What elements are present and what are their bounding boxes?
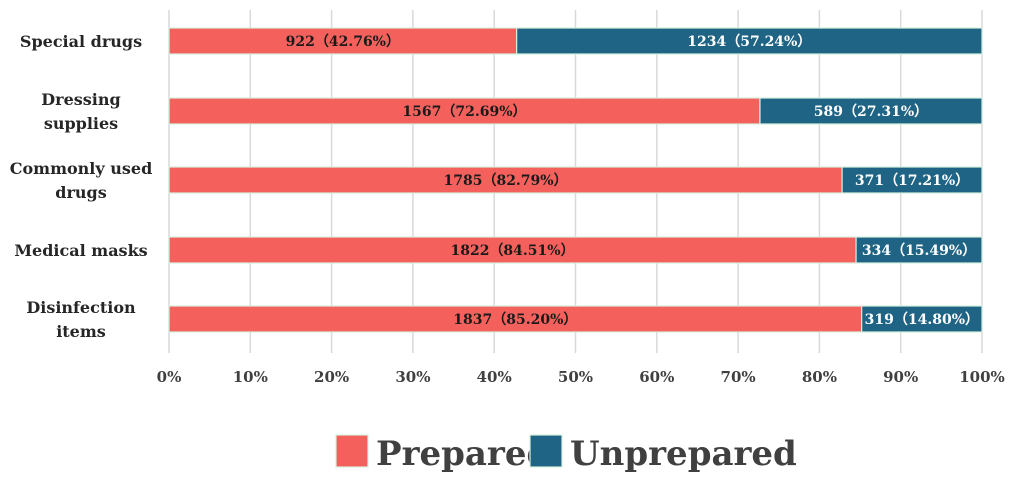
x-tick-label: 60%	[639, 368, 674, 386]
legend: Prepared Unprepared	[335, 434, 797, 474]
x-tick-label: 80%	[802, 368, 837, 386]
category-label: supplies	[44, 114, 118, 133]
bar-unprepared	[855, 236, 983, 264]
bar-labels: 922（42.76%） 1234（57.24%） 1567（72.69%） 589（2…	[286, 34, 979, 328]
category-labels: Special drugs Dressing supplies Commonly us…	[10, 32, 153, 341]
bar-prepared	[168, 236, 857, 264]
bar-data-label: 922（42.76%）	[286, 34, 400, 50]
x-tick-label: 40%	[477, 368, 512, 386]
x-tick-label: 20%	[314, 368, 349, 386]
legend-label-prepared: Prepared	[376, 434, 550, 474]
x-tick-label: 0%	[157, 368, 182, 386]
x-tick-label: 90%	[883, 368, 918, 386]
bar-data-label: 589（27.31%）	[814, 104, 928, 120]
bar-data-label: 1567（72.69%）	[402, 104, 526, 120]
x-axis-tick-labels: 0% 10% 20% 30% 40% 50% 60% 70% 80% 90% 100%	[157, 368, 1005, 386]
bar-data-label: 319（14.80%）	[865, 312, 979, 328]
category-label: Commonly used	[10, 159, 153, 178]
x-tick-label: 10%	[233, 368, 268, 386]
bar-unprepared	[759, 97, 983, 125]
bar-data-label: 1234（57.24%）	[687, 34, 811, 50]
bar-unprepared	[516, 27, 983, 55]
bar-data-label: 1785（82.79%）	[443, 173, 567, 189]
bar-unprepared	[841, 166, 983, 194]
legend-label-unprepared: Unprepared	[570, 434, 797, 474]
legend-swatch-unprepared	[529, 434, 563, 468]
legend-swatch-prepared	[335, 434, 369, 468]
category-label: Dressing	[41, 90, 120, 109]
category-label: Medical masks	[14, 241, 147, 260]
bar-prepared	[168, 305, 863, 333]
bar-data-label: 1837（85.20%）	[453, 312, 577, 328]
category-label: items	[56, 322, 106, 341]
category-label: Disinfection	[26, 298, 136, 317]
category-label: Special drugs	[20, 32, 142, 51]
bar-prepared	[168, 27, 518, 55]
x-tick-label: 50%	[558, 368, 593, 386]
bars	[168, 27, 983, 333]
x-tick-label: 70%	[721, 368, 756, 386]
bar-data-label: 371（17.21%）	[855, 173, 969, 189]
bar-data-label: 1822（84.51%）	[450, 243, 574, 259]
category-label: drugs	[55, 183, 106, 202]
x-tick-label: 100%	[959, 368, 1005, 386]
bar-prepared	[168, 166, 843, 194]
bar-data-label: 334（15.49%）	[862, 243, 976, 259]
bar-unprepared	[861, 305, 983, 333]
x-tick-label: 30%	[395, 368, 430, 386]
